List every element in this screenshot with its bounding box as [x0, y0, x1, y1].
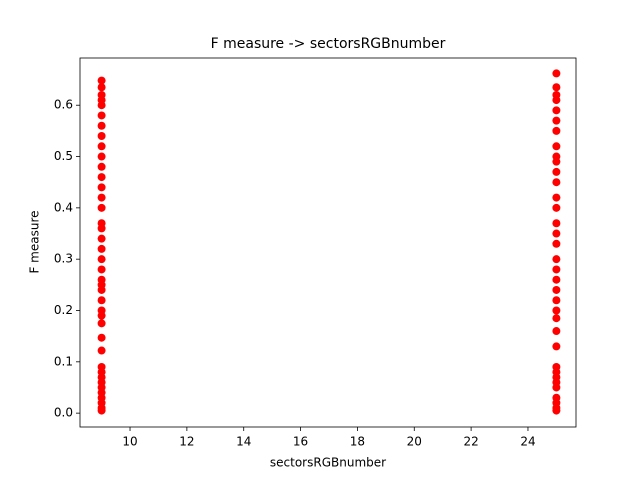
x-tick-label: 22	[463, 435, 478, 449]
point	[97, 142, 106, 151]
point	[97, 152, 106, 161]
point	[552, 306, 561, 315]
point	[97, 132, 106, 141]
point	[552, 393, 561, 402]
point	[552, 193, 561, 202]
point	[97, 219, 106, 228]
point	[97, 265, 106, 274]
point	[97, 83, 106, 92]
point	[552, 126, 561, 135]
point	[97, 111, 106, 120]
x-tick-label: 12	[179, 435, 194, 449]
point	[552, 296, 561, 305]
x-axis-label: sectorsRGBnumber	[270, 456, 386, 470]
y-tick-label: 0.6	[54, 98, 73, 112]
point	[552, 219, 561, 228]
point	[552, 116, 561, 125]
point	[552, 362, 561, 371]
point	[552, 265, 561, 274]
x-tick-label: 10	[122, 435, 137, 449]
point	[97, 90, 106, 99]
point	[97, 362, 106, 371]
y-tick-label: 0.3	[54, 252, 73, 266]
point	[97, 203, 106, 212]
point	[97, 183, 106, 192]
point	[552, 255, 561, 264]
x-tick-label: 16	[293, 435, 308, 449]
chart-title: F measure -> sectorsRGBnumber	[211, 36, 446, 52]
y-tick-label: 0.2	[54, 303, 73, 317]
x-tick-label: 14	[236, 435, 251, 449]
y-tick-label: 0.4	[54, 200, 73, 214]
point	[552, 178, 561, 187]
point	[552, 342, 561, 351]
point	[97, 296, 106, 305]
point	[97, 346, 106, 355]
point	[97, 234, 106, 243]
point	[552, 285, 561, 294]
point	[552, 327, 561, 336]
x-tick-label: 18	[350, 435, 365, 449]
point	[97, 244, 106, 253]
point	[97, 255, 106, 264]
point	[97, 275, 106, 284]
point	[97, 162, 106, 171]
point	[552, 314, 561, 323]
y-axis-label: F measure	[28, 210, 42, 273]
point	[97, 319, 106, 328]
point	[552, 142, 561, 151]
point	[552, 83, 561, 92]
point	[552, 152, 561, 161]
point	[552, 106, 561, 115]
point	[552, 167, 561, 176]
point	[552, 229, 561, 238]
y-tick-label: 0.5	[54, 149, 73, 163]
x-tick-label: 20	[407, 435, 422, 449]
point	[552, 239, 561, 248]
point	[552, 203, 561, 212]
point	[97, 333, 106, 342]
point	[552, 69, 561, 78]
point	[97, 76, 106, 85]
y-tick-label: 0.0	[54, 406, 73, 420]
point	[97, 306, 106, 315]
point	[97, 193, 106, 202]
point	[552, 90, 561, 99]
plot-frame	[79, 57, 577, 428]
point	[97, 173, 106, 182]
x-tick-label: 24	[520, 435, 535, 449]
y-tick-label: 0.1	[54, 354, 73, 368]
point	[552, 275, 561, 284]
point	[97, 121, 106, 130]
